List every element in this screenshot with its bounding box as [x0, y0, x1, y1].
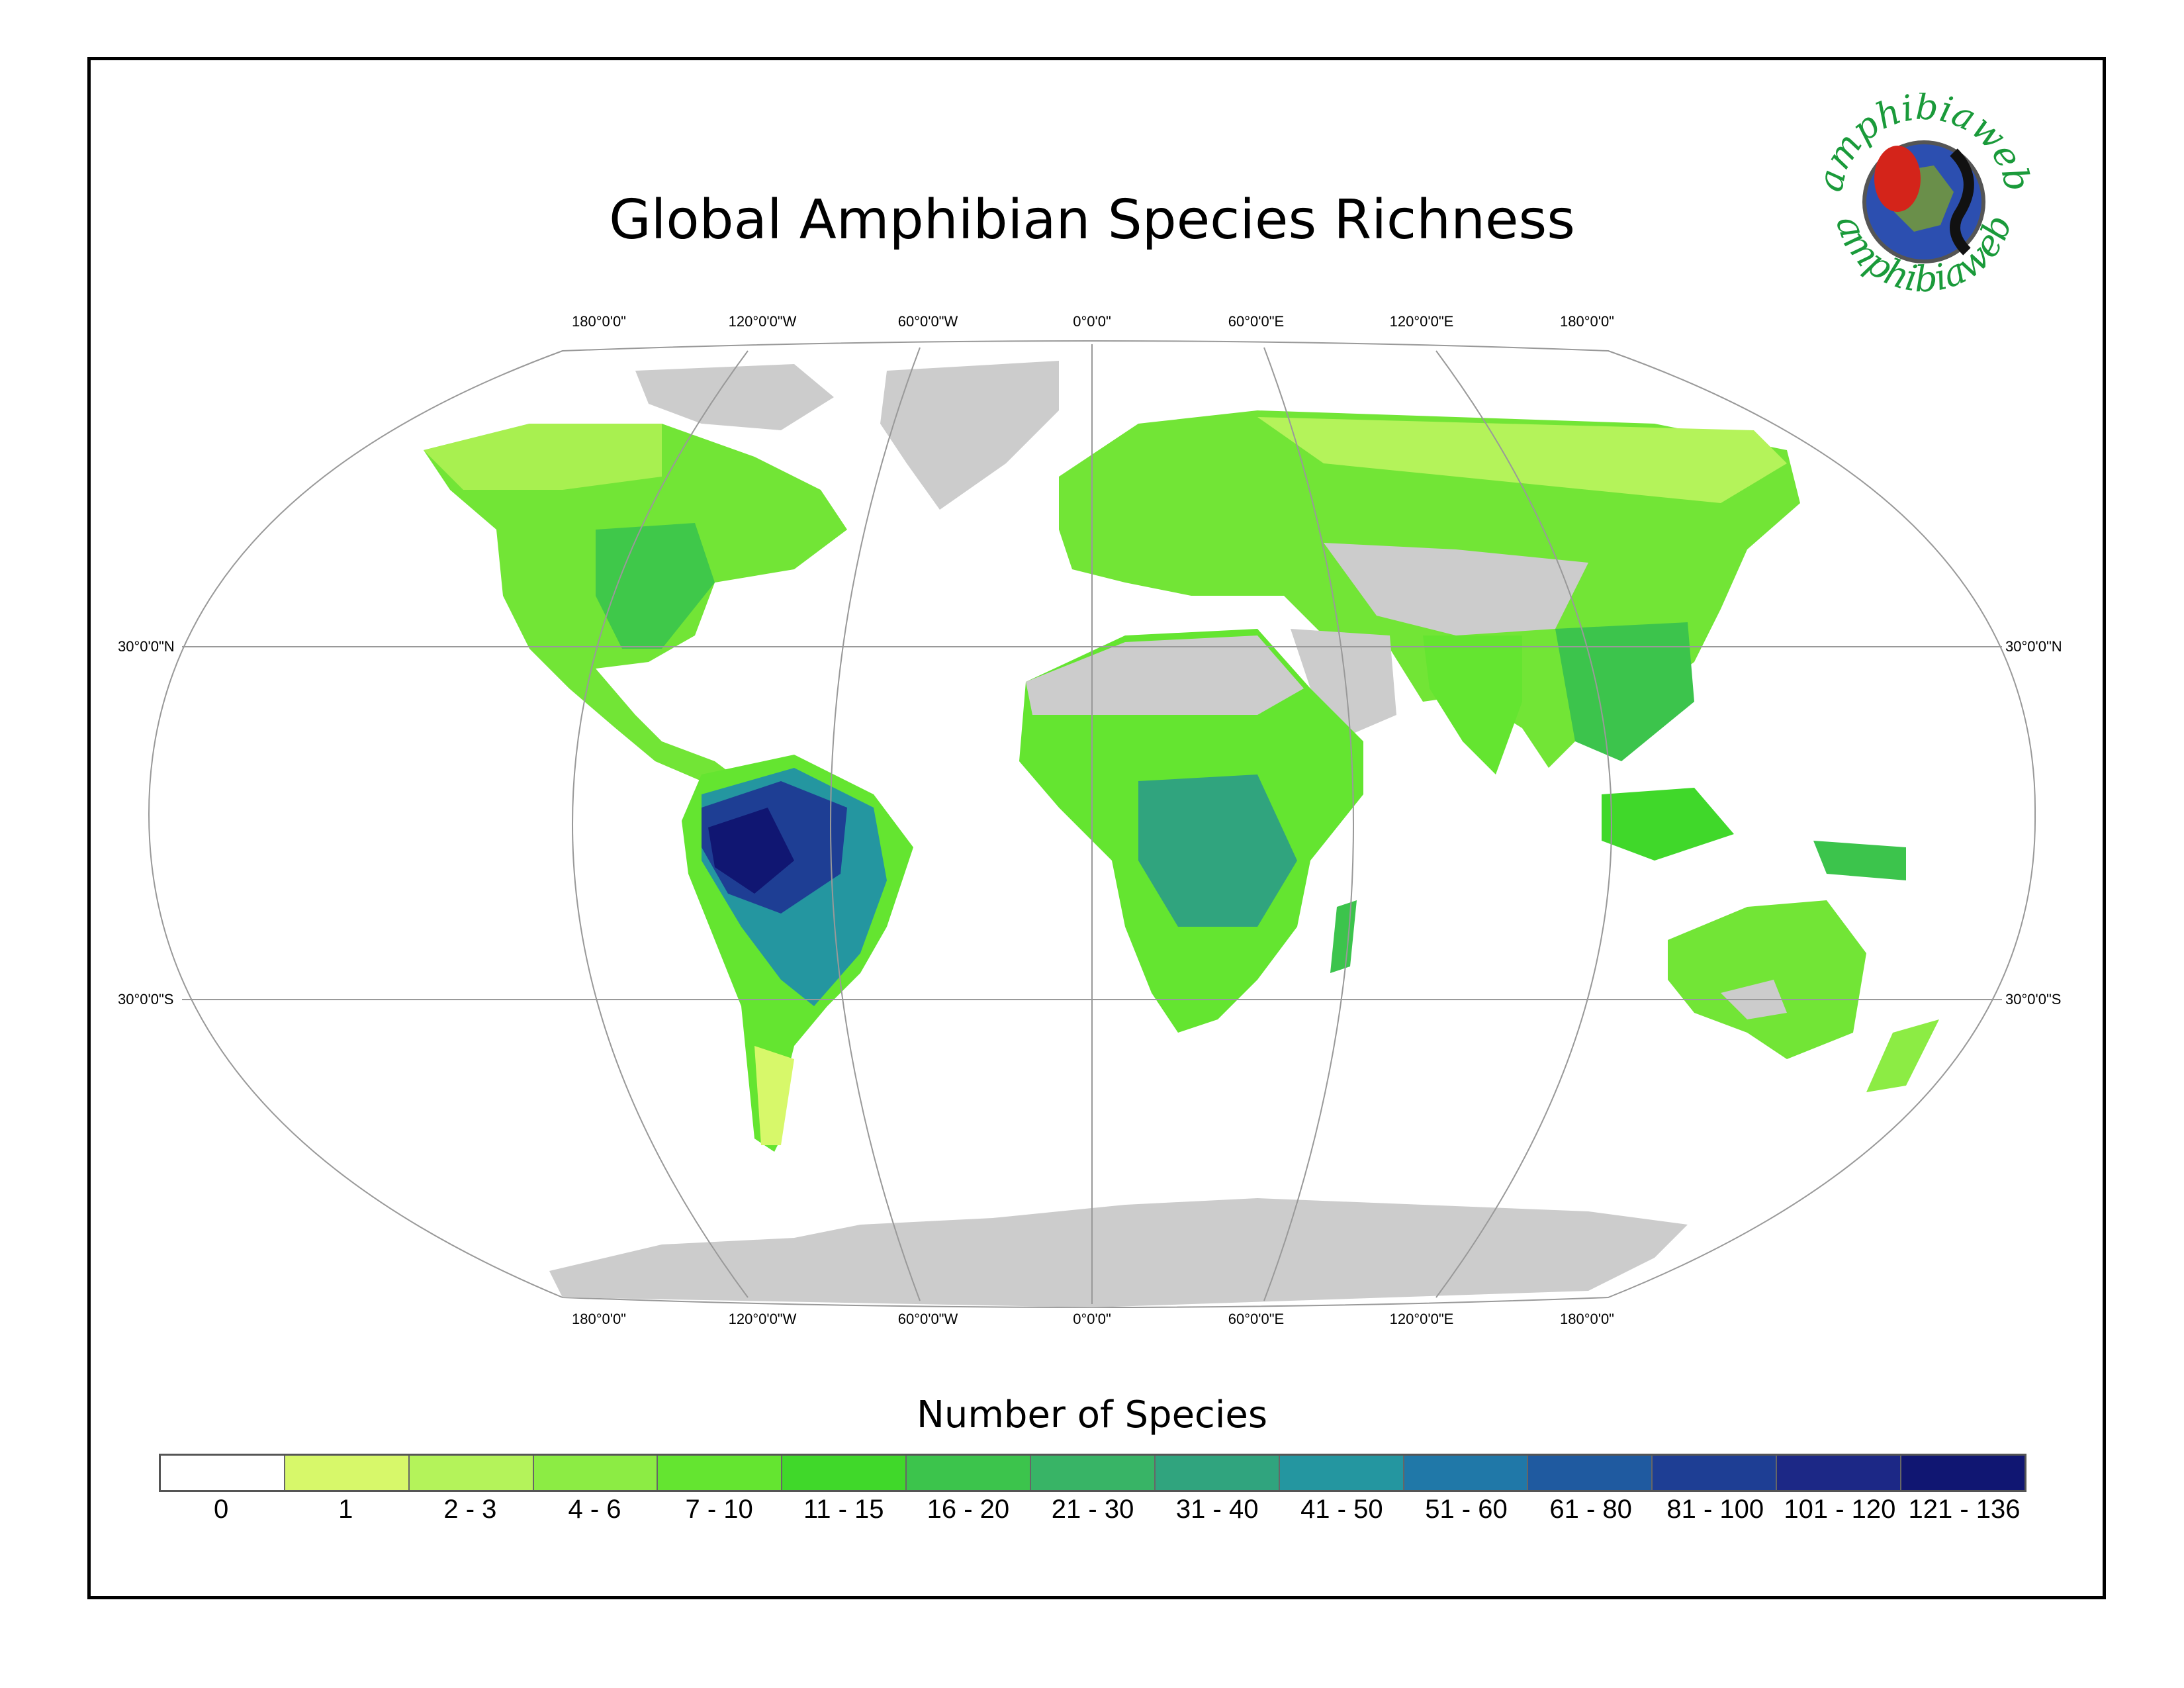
legend-swatch [1901, 1456, 2025, 1490]
legend-swatch [1528, 1456, 1653, 1490]
legend-swatch [907, 1456, 1032, 1490]
legend-label: 61 - 80 [1549, 1495, 1632, 1524]
projection-outline [148, 340, 2036, 1308]
arabia [1291, 629, 1396, 735]
north-america-north [424, 424, 662, 490]
lon-label-bottom-60w: 60°0'0"W [898, 1311, 958, 1327]
lat-label-30s-left: 30°0'0"S [118, 991, 173, 1008]
legend-label: 16 - 20 [927, 1495, 1010, 1524]
australia [1668, 900, 1866, 1059]
legend-label: 101 - 120 [1784, 1495, 1896, 1524]
lon-label-top-120e: 120°0'0"E [1390, 313, 1454, 330]
lon-label-bottom-120e: 120°0'0"E [1390, 1311, 1454, 1327]
new-zealand [1866, 1019, 1939, 1092]
lat-label-30n-right: 30°0'0"N [2005, 638, 2062, 655]
lon-label-bottom-60e: 60°0'0"E [1228, 1311, 1284, 1327]
antarctica-landmass [549, 1198, 1688, 1307]
legend-label: 2 - 3 [443, 1495, 497, 1524]
central-asia-desert [1324, 543, 1588, 635]
legend-swatch [1777, 1456, 1902, 1490]
meridian-120e [1435, 350, 1612, 1298]
legend-label: 41 - 50 [1300, 1495, 1383, 1524]
greenland-landmass [880, 361, 1059, 510]
amazon-core [708, 808, 794, 894]
central-africa [1138, 774, 1297, 927]
legend-swatch [533, 1456, 659, 1490]
new-guinea [1813, 841, 1906, 880]
legend-swatch [1653, 1456, 1778, 1490]
legend-label: 51 - 60 [1425, 1495, 1508, 1524]
lon-label-top-120w: 120°0'0"W [729, 313, 797, 330]
madagascar [1330, 900, 1357, 973]
legend-label: 4 - 6 [568, 1495, 621, 1524]
lon-label-top-60e: 60°0'0"E [1228, 313, 1284, 330]
north-america-east [596, 523, 715, 649]
meridian-60w [830, 347, 921, 1301]
legend-swatch [409, 1456, 534, 1490]
lon-label-bottom-180w: 180°0'0" [572, 1311, 626, 1327]
lon-label-bottom-180e: 180°0'0" [1560, 1311, 1614, 1327]
legend-swatch [1031, 1456, 1156, 1490]
logo-salamander-icon [1950, 148, 1974, 256]
meridian-60e [1263, 347, 1354, 1301]
logo-frog-icon [1874, 146, 1921, 212]
patagonia [754, 1046, 794, 1145]
legend-label: 0 [213, 1495, 229, 1524]
legend-title: Number of Species [916, 1393, 1268, 1436]
graticule [182, 344, 2002, 1304]
lon-label-top-180w: 180°0'0" [572, 313, 626, 330]
sahara [1026, 635, 1304, 715]
legend-swatch [161, 1456, 285, 1490]
legend-swatch [285, 1456, 410, 1490]
legend-label: 31 - 40 [1175, 1495, 1259, 1524]
legend-swatch [1404, 1456, 1529, 1490]
map-frame [87, 57, 2106, 1599]
legend-labels: 0 1 2 - 3 4 - 6 7 - 10 11 - 15 16 - 20 21 - 30 3… [159, 1495, 2026, 1524]
legend-label: 7 - 10 [685, 1495, 753, 1524]
legend-label: 81 - 100 [1666, 1495, 1764, 1524]
legend-label: 1 [338, 1495, 353, 1524]
lat-label-30n-left: 30°0'0"N [118, 638, 175, 655]
india [1423, 635, 1522, 774]
lon-label-bottom-0: 0°0'0" [1073, 1311, 1111, 1327]
legend-swatch [1155, 1456, 1280, 1490]
indonesia [1602, 788, 1734, 861]
legend-swatch [1279, 1456, 1404, 1490]
legend-label: 21 - 30 [1051, 1495, 1134, 1524]
legend-label: 121 - 136 [1908, 1495, 2021, 1524]
southeast-asia [1555, 622, 1694, 761]
arctic-islands [635, 364, 834, 430]
lon-label-top-0: 0°0'0" [1073, 313, 1111, 330]
legend-swatch [782, 1456, 907, 1490]
lon-label-bottom-120w: 120°0'0"W [729, 1311, 797, 1327]
siberia [1257, 417, 1787, 503]
lon-label-top-60w: 60°0'0"W [898, 313, 958, 330]
map-title: Global Amphibian Species Richness [609, 189, 1575, 252]
lat-label-30s-right: 30°0'0"S [2005, 991, 2061, 1008]
legend-color-bar [159, 1454, 2026, 1492]
legend-label: 11 - 15 [803, 1495, 884, 1524]
lon-label-top-180e: 180°0'0" [1560, 313, 1614, 330]
legend-swatch [658, 1456, 783, 1490]
meridian-120w [572, 350, 749, 1298]
amphibiaweb-logo: amphibiaweb amphibiaweb [1815, 93, 2033, 300]
